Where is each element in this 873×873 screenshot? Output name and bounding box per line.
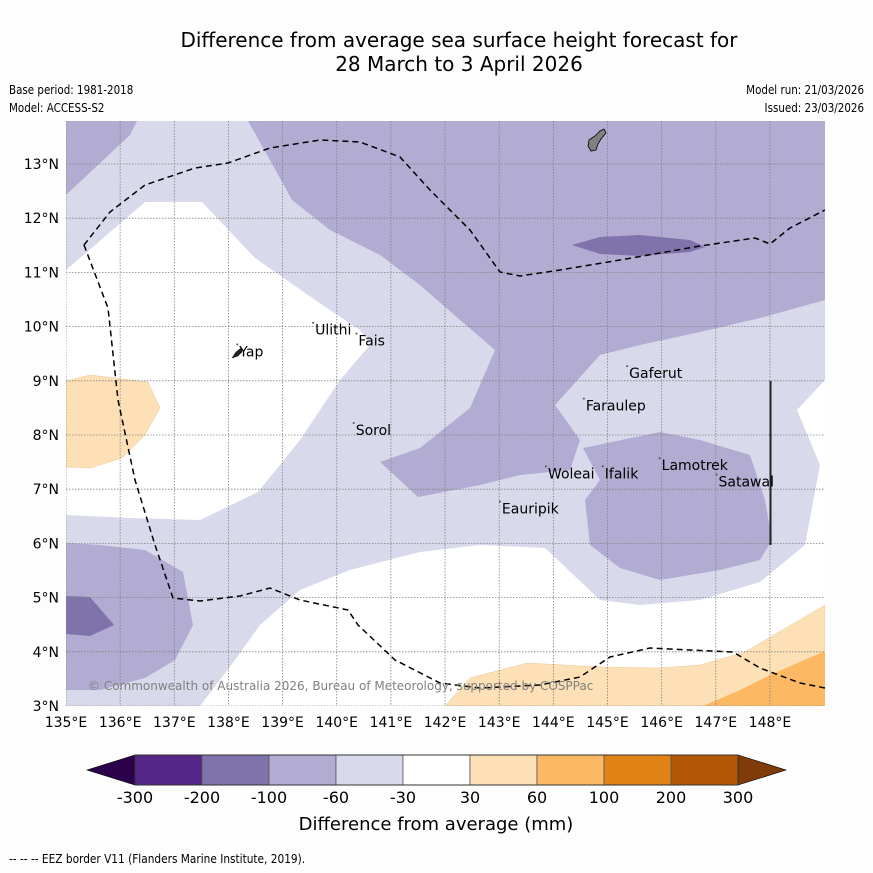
gridlines (66, 121, 825, 706)
chart-title: Difference from average sea surface heig… (0, 28, 873, 76)
latitude-tick: 4°N (33, 645, 59, 661)
metadata-left: Base period: 1981-2018 Model: ACCESS-S2 (9, 81, 133, 117)
latitude-tick: 11°N (24, 265, 59, 281)
longitude-tick: 146°E (640, 715, 683, 731)
longitude-tick: 147°E (695, 715, 738, 731)
contour-region-medium-lavender-south-west (66, 543, 193, 690)
island-marker (312, 321, 315, 324)
contour-region-orange-south (703, 651, 825, 706)
eez-border (83, 139, 825, 277)
latitude-tick: 9°N (33, 374, 59, 390)
longitude-tick: 144°E (532, 715, 575, 731)
place-label-fais: Fais (358, 334, 385, 350)
guam-island-icon (587, 128, 607, 152)
longitude-tick: 136°E (99, 715, 142, 731)
latitude-tick: 6°N (33, 536, 59, 552)
contour-region-dark-lavender-south-west (66, 596, 114, 636)
longitude-tick: 135°E (45, 715, 88, 731)
longitude-tick: 145°E (586, 715, 629, 731)
contour-region-dark-lavender-north (572, 235, 705, 256)
eez-border-west (83, 244, 825, 689)
longitude-tick: 142°E (424, 715, 467, 731)
longitude-tick: 141°E (370, 715, 413, 731)
longitude-tick: 148°E (749, 715, 792, 731)
island-marker (352, 422, 355, 424)
model-run: Model run: 21/03/2026 (746, 83, 864, 97)
longitude-tick: 140°E (315, 715, 358, 731)
island-marker (626, 365, 629, 368)
latitude-tick: 3°N (33, 699, 59, 715)
contour-region-neutral-west (66, 202, 370, 520)
latitude-tick: 8°N (33, 428, 59, 444)
longitude-tick: 138°E (207, 715, 250, 731)
latitude-tick: 13°N (24, 157, 59, 173)
longitude-tick-labels: 135°E 136°E 137°E 138°E 139°E 140°E 141°E 142°E… (45, 715, 792, 731)
place-label-sorol: Sorol (356, 423, 391, 439)
map-area[interactable]: Yap Ulithi Fais Sorol Gaferut Faraulep Woleai I… (66, 121, 825, 706)
contour-region-medium-lavender-south-east (583, 432, 772, 580)
model-name: Model: ACCESS-S2 (9, 101, 105, 115)
place-label-lamotrek: Lamotrek (662, 458, 729, 474)
metadata-right: Model run: 21/03/2026 Issued: 23/03/2026 (746, 81, 864, 117)
longitude-tick: 139°E (261, 715, 304, 731)
island-marker (582, 397, 585, 400)
latitude-tick: 7°N (33, 482, 59, 498)
latitude-tick: 10°N (24, 320, 59, 336)
place-label-gaferut: Gaferut (629, 366, 683, 382)
latitude-tick: 12°N (24, 211, 59, 227)
place-label-faraulep: Faraulep (586, 399, 646, 415)
eez-footnote: -- -- -- EEZ border V11 (Flanders Marine… (9, 852, 306, 866)
longitude-tick: 137°E (153, 715, 196, 731)
place-label-yap: Yap (238, 344, 263, 360)
latitude-tick-labels: 3°N 4°N 5°N 6°N 7°N 8°N 9°N 10°N 11°N 12°N 13°N (24, 157, 59, 715)
title-line-2: 28 March to 3 April 2026 (335, 52, 583, 76)
base-period: Base period: 1981-2018 (9, 83, 134, 97)
island-marker (601, 465, 604, 468)
contour-region-peach-south (444, 604, 825, 706)
copyright-notice: © Commonwealth of Australia 2026, Bureau… (88, 679, 593, 693)
yap-island-icon (231, 347, 243, 359)
island-marker (236, 343, 239, 346)
place-label-satawal: Satawal (719, 474, 774, 490)
place-label-woleai: Woleai (548, 466, 595, 482)
latitude-tick: 5°N (33, 591, 59, 607)
island-marker (355, 332, 358, 335)
island-marker (658, 457, 661, 460)
contour-region-medium-lavender-top-west (66, 121, 137, 195)
place-label-eauripik: Eauripik (502, 502, 560, 518)
place-label-ifalik: Ifalik (605, 466, 639, 482)
contour-region-medium-lavender-main (248, 121, 825, 497)
place-label-ulithi: Ulithi (315, 323, 351, 339)
place-labels: Yap Ulithi Fais Sorol Gaferut Faraulep Woleai I… (238, 323, 774, 518)
contour-region-medium-lavender-north (248, 121, 825, 188)
title-line-1: Difference from average sea surface heig… (180, 28, 738, 52)
island-marker (544, 465, 547, 468)
issued-date: Issued: 23/03/2026 (764, 101, 864, 115)
island-marker (498, 500, 501, 503)
island-marker (715, 473, 718, 476)
place-markers (236, 321, 718, 503)
longitude-tick: 143°E (478, 715, 521, 731)
